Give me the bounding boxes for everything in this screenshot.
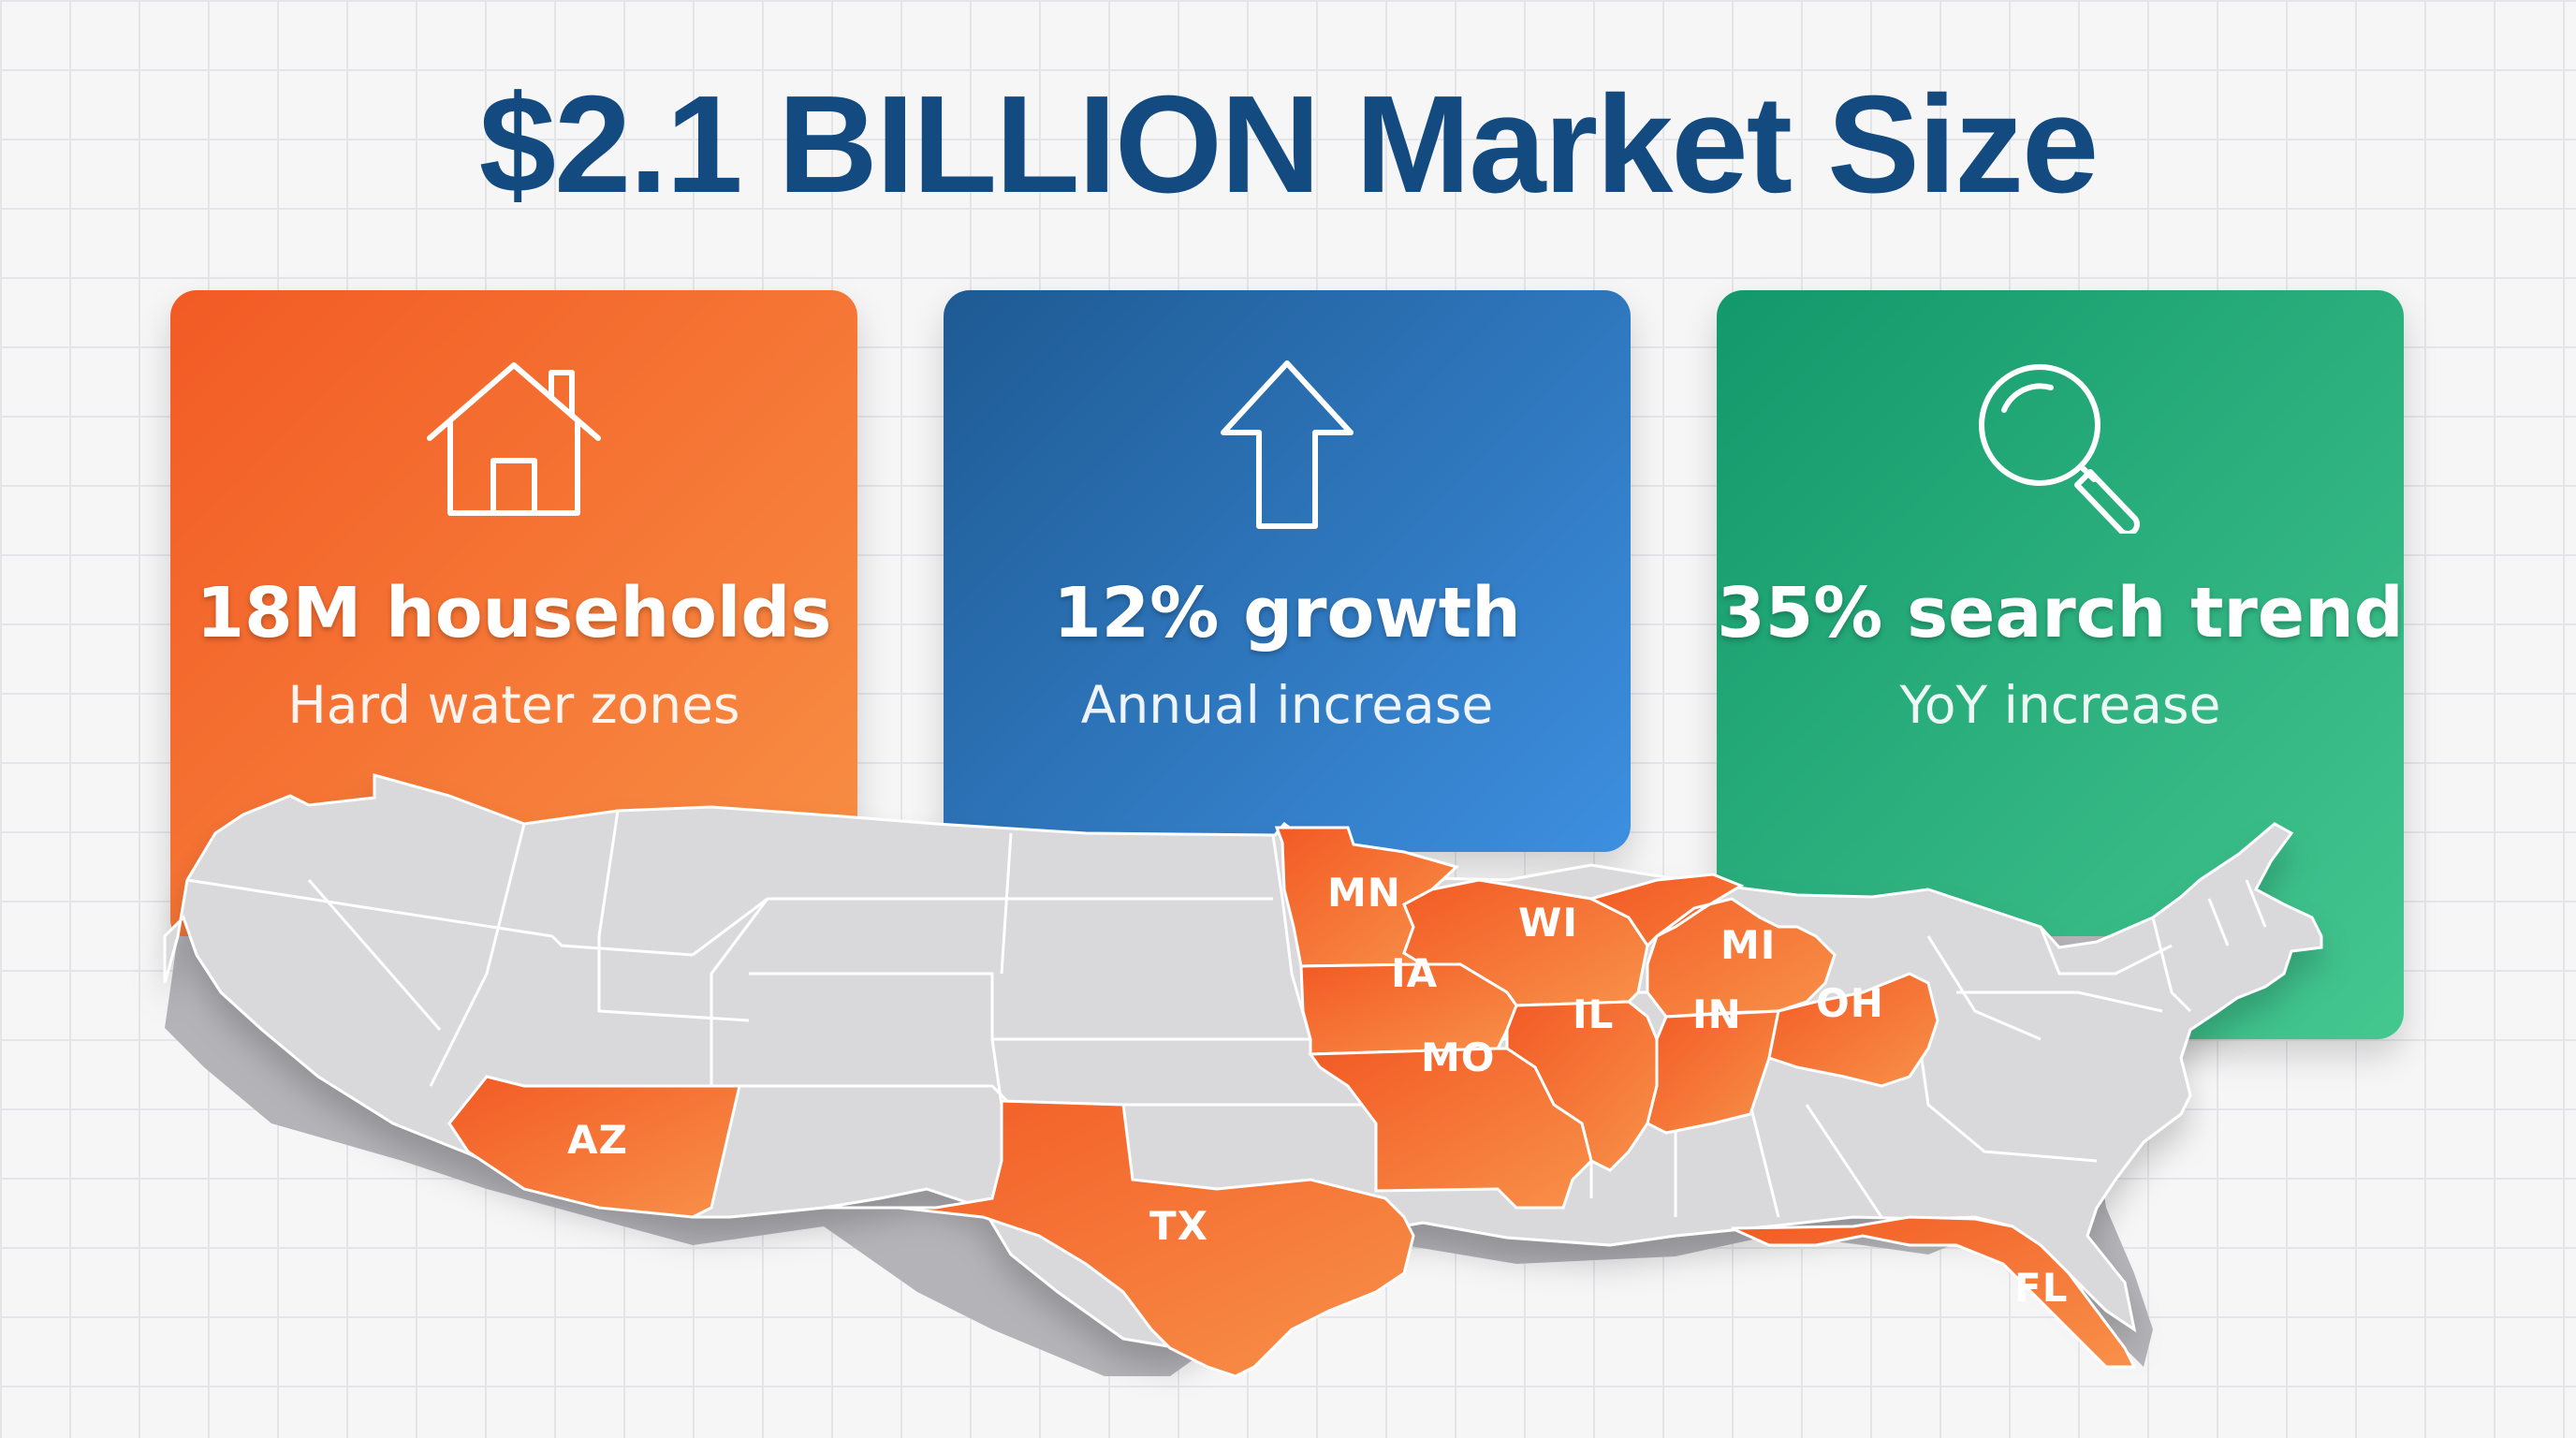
state-wi: [1402, 878, 1649, 1007]
label-il: IL: [1573, 991, 1614, 1037]
households-subtitle: Hard water zones: [287, 675, 740, 735]
state-fl: [1731, 1215, 2137, 1369]
house-icon: [170, 356, 857, 524]
state-ia: [1299, 962, 1518, 1056]
state-tx: [824, 1099, 1415, 1378]
state-az: [447, 1075, 741, 1219]
growth-subtitle: Annual increase: [1080, 675, 1494, 735]
search-trend-headline: 35% search trend: [1717, 573, 2404, 653]
households-headline: 18M households: [196, 573, 832, 653]
state-il: [1505, 1000, 1659, 1172]
label-mo: MO: [1421, 1034, 1496, 1080]
label-az: AZ: [567, 1117, 628, 1163]
arrow-up-icon: [944, 356, 1631, 529]
growth-headline: 12% growth: [1053, 573, 1521, 653]
label-wi: WI: [1518, 900, 1578, 946]
label-tx: TX: [1149, 1203, 1208, 1249]
search-trend-subtitle: YoY increase: [1899, 675, 2221, 735]
page-title: $2.1 BILLION Market Size: [478, 67, 2100, 222]
households-card: 18M households Hard water zones: [170, 290, 857, 946]
magnifying-glass-icon: [1717, 356, 2404, 534]
label-fl: FL: [2014, 1265, 2068, 1311]
growth-card: 12% growth Annual increase: [944, 290, 1631, 852]
state-mo: [1308, 1047, 1593, 1210]
search-trend-card: 35% search trend YoY increase: [1717, 290, 2404, 1039]
label-mn: MN: [1327, 870, 1401, 916]
label-ia: IA: [1391, 950, 1438, 996]
